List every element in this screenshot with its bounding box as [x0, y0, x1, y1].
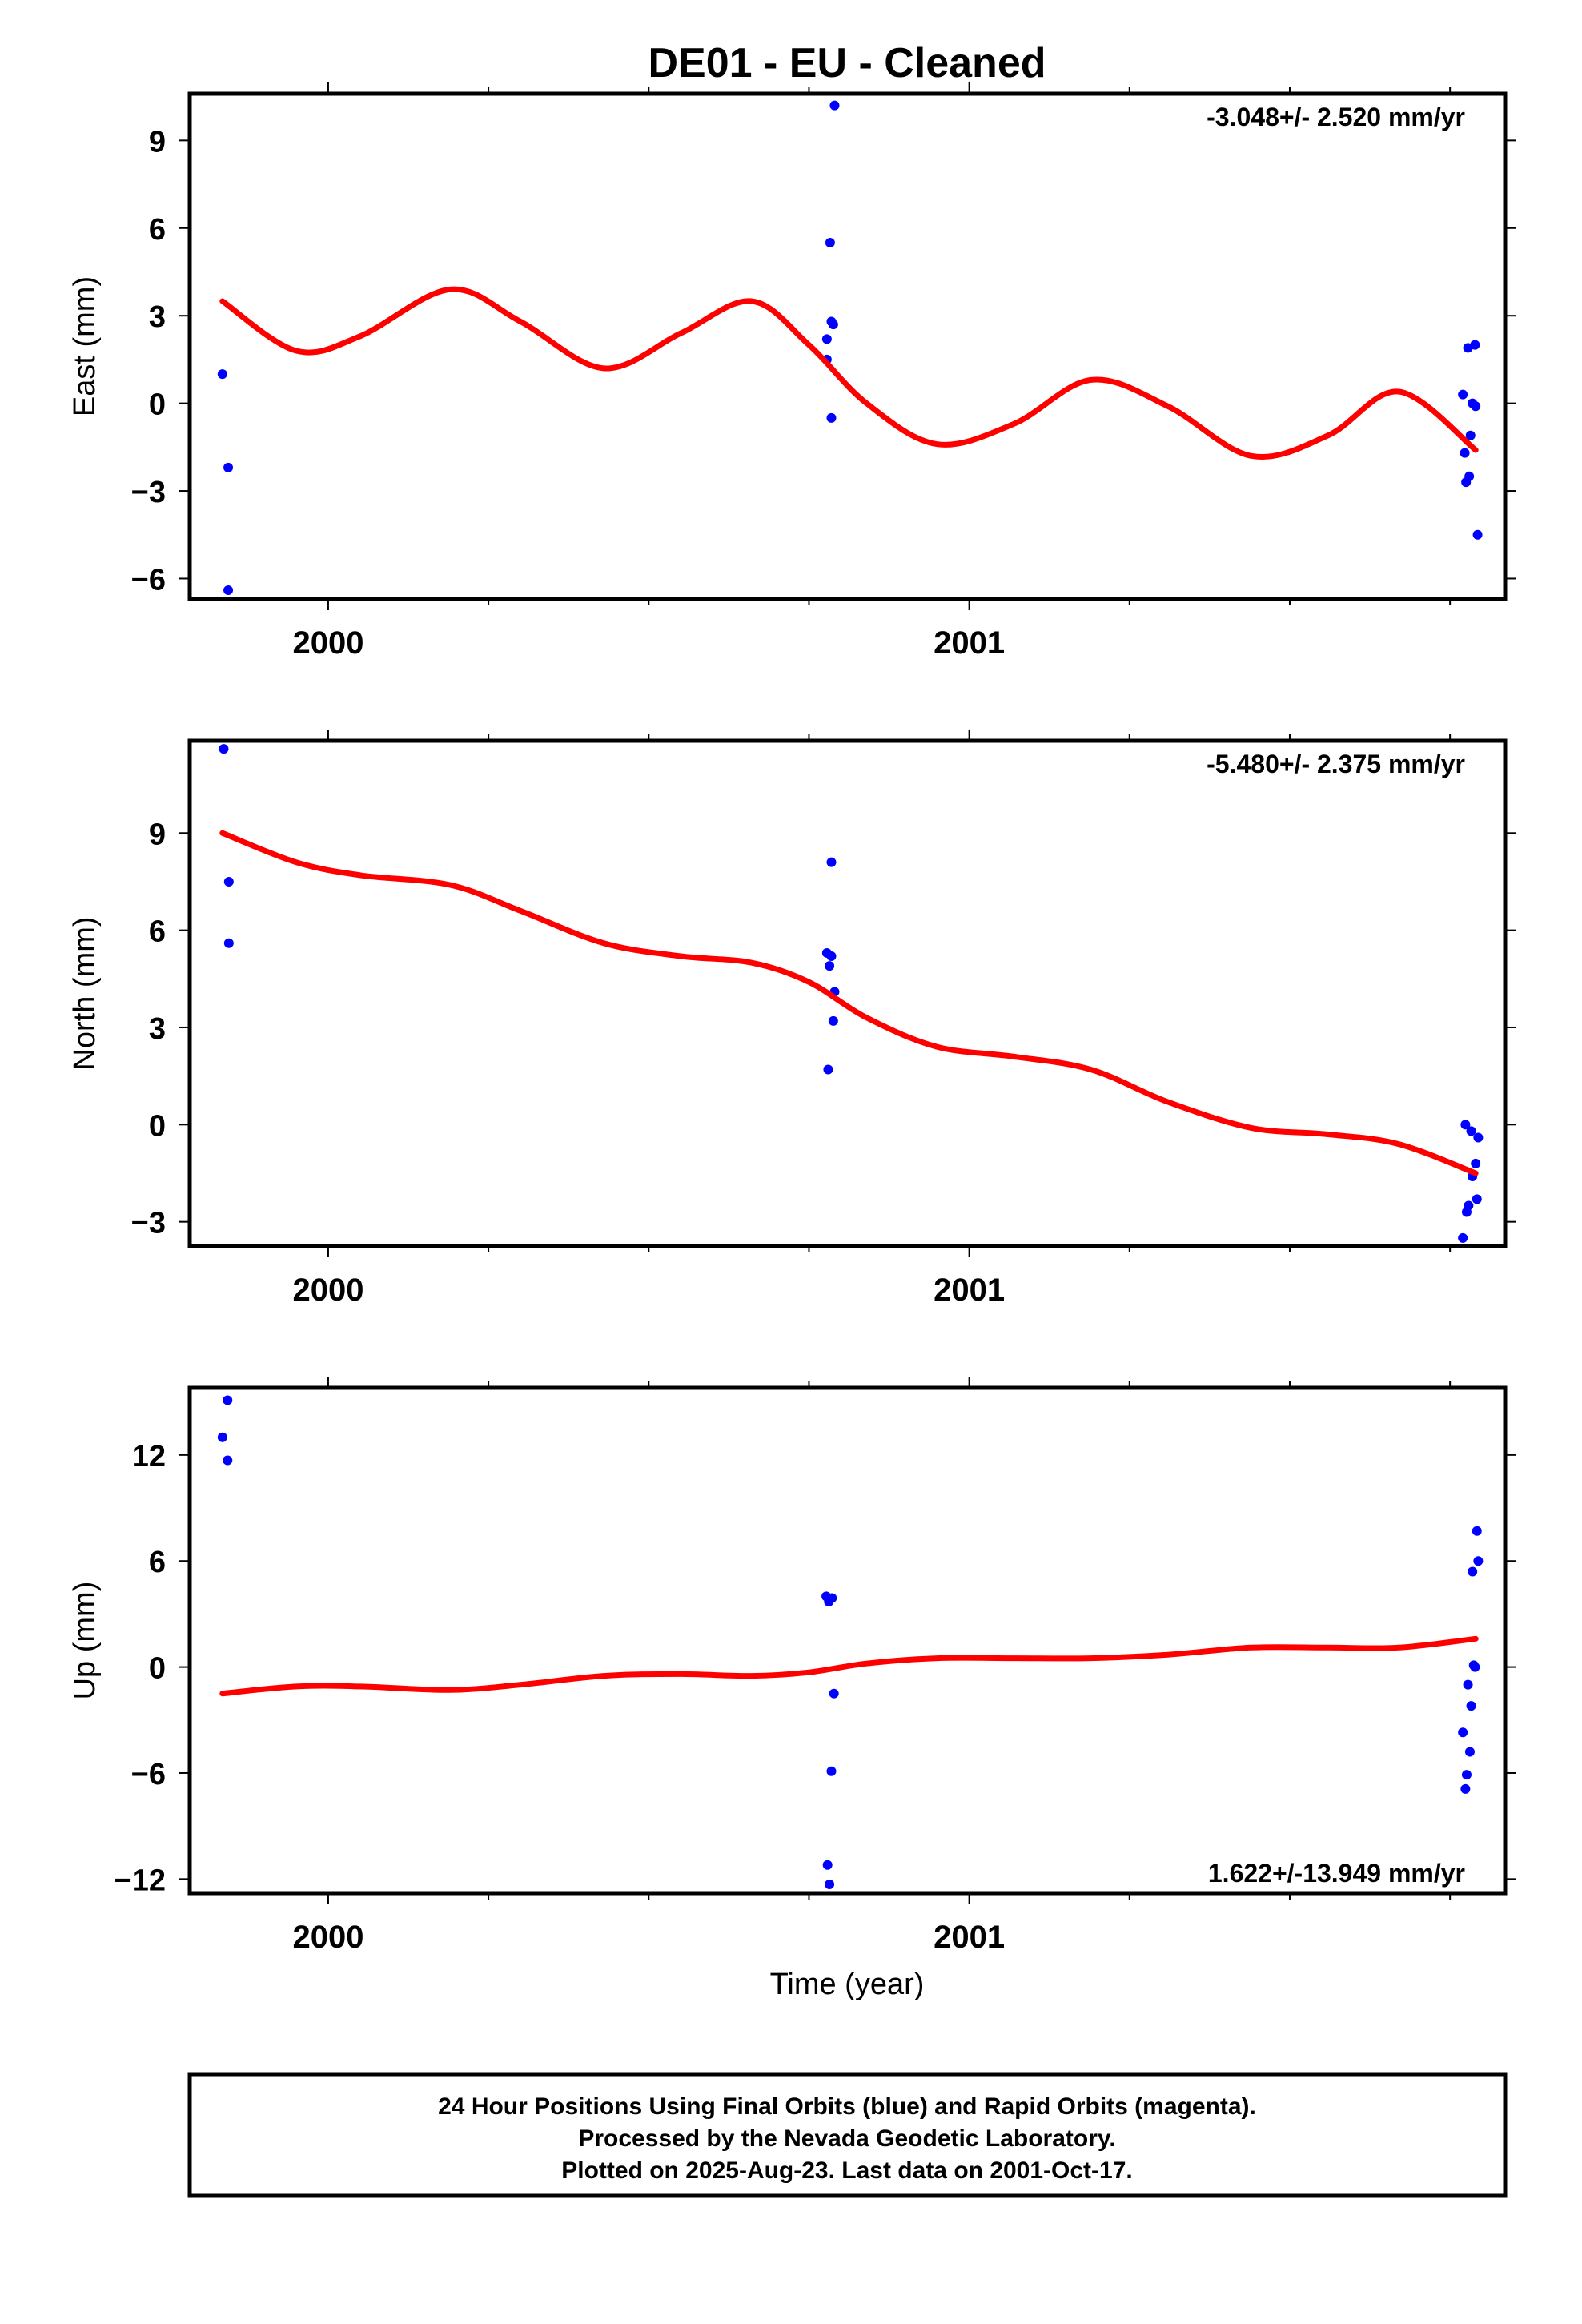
north-ytick-label: 3 [149, 1012, 166, 1046]
north-data-point [219, 744, 229, 754]
north-data-point [1472, 1194, 1482, 1204]
footer-line-1: 24 Hour Positions Using Final Orbits (bl… [438, 2093, 1256, 2120]
north-data-point [1473, 1132, 1484, 1143]
up-ytick-label: 6 [149, 1546, 166, 1579]
up-data-point [1461, 1770, 1472, 1780]
east-data-point [1460, 448, 1470, 458]
north-data-point [1458, 1232, 1468, 1243]
up-data-point [825, 1879, 835, 1889]
east-data-point [1464, 471, 1475, 481]
north-data-points [219, 744, 1484, 1243]
footer-line-3: Plotted on 2025-Aug-23. Last data on 200… [561, 2157, 1133, 2184]
east-data-point [1471, 401, 1481, 412]
x-axis-label: Time (year) [770, 1968, 925, 2001]
east-xtick-label: 2000 [292, 625, 363, 661]
footer-box: 24 Hour Positions Using Final Orbits (bl… [187, 2072, 1508, 2198]
north-data-point [1460, 1120, 1471, 1130]
north-data-point [1471, 1158, 1481, 1168]
up-data-point [223, 1395, 233, 1405]
east-xtick-label: 2001 [934, 625, 1005, 661]
east-rate-label: -3.048+/- 2.520 mm/yr [1207, 103, 1465, 131]
up-data-point [1468, 1566, 1478, 1577]
east-data-point [217, 369, 227, 380]
east-data-point [829, 100, 840, 111]
north-rate-label: -5.480+/- 2.375 mm/yr [1207, 750, 1465, 778]
up-data-point [1460, 1783, 1471, 1794]
east-data-point [828, 320, 838, 330]
east-data-point [1470, 340, 1480, 350]
east-ytick-label: 9 [149, 125, 166, 159]
east-ytick-label: −6 [131, 563, 166, 597]
up-data-point [1472, 1526, 1482, 1536]
up-data-point [1473, 1556, 1484, 1566]
up-data-point [1463, 1679, 1473, 1690]
up-fit-curve [219, 1635, 1479, 1697]
up-data-point [1470, 1662, 1480, 1672]
up-y-axis-label: Up (mm) [68, 1582, 102, 1700]
up-xtick-label: 2001 [934, 1920, 1005, 1955]
north-ytick-label: −3 [131, 1207, 166, 1240]
east-data-point [826, 412, 837, 423]
up-data-point [217, 1432, 227, 1442]
up-data-point [1466, 1701, 1476, 1711]
up-ytick-label: 12 [132, 1440, 166, 1474]
north-fit-curve [219, 830, 1479, 1176]
east-ytick-label: 6 [149, 213, 166, 247]
east-data-point [1465, 430, 1476, 440]
north-data-point [823, 1064, 833, 1075]
north-data-point [826, 857, 837, 867]
footer-line-2: Processed by the Nevada Geodetic Laborat… [578, 2125, 1115, 2152]
figure-title: DE01 - EU - Cleaned [648, 40, 1046, 86]
up-xtick-label: 2000 [292, 1920, 363, 1955]
east-ytick-label: −3 [131, 476, 166, 509]
north-plot-frame [187, 738, 1508, 1248]
up-data-point [822, 1860, 833, 1870]
up-ytick-label: −12 [114, 1864, 166, 1897]
up-data-point [1458, 1727, 1468, 1738]
east-data-point [223, 462, 234, 472]
up-rate-label: 1.622+/-13.949 mm/yr [1208, 1859, 1465, 1888]
up-data-points [217, 1395, 1484, 1889]
east-ytick-label: 3 [149, 300, 166, 334]
north-xtick-label: 2001 [934, 1273, 1005, 1308]
north-data-point [828, 1015, 838, 1026]
east-data-point [821, 334, 832, 344]
east-data-point [1458, 389, 1468, 400]
up-panel: −12 −6 0 6 12 2000 2001 1.622+/-13.949 mm/yr Up … [68, 1377, 1516, 1955]
north-data-point [223, 876, 234, 887]
north-data-point [825, 961, 835, 971]
up-ytick-label: −6 [131, 1758, 166, 1791]
east-panel: −6 −3 0 3 6 9 2000 2001 -3.048+/- 2.520 mm/yr Eas… [68, 82, 1516, 661]
north-ytick-label: 6 [149, 915, 166, 949]
up-plot-frame [187, 1385, 1508, 1896]
up-ytick-label: 0 [149, 1652, 166, 1686]
north-ytick-label: 0 [149, 1109, 166, 1143]
east-data-point [825, 238, 835, 248]
east-fit-curve [219, 286, 1479, 460]
up-data-point [829, 1688, 839, 1699]
east-data-point [1472, 529, 1483, 540]
east-data-point [223, 585, 234, 596]
up-data-point [826, 1766, 837, 1776]
east-plot-frame [187, 91, 1508, 601]
north-data-point [223, 938, 234, 948]
footer-frame [187, 2072, 1508, 2198]
north-data-point [826, 951, 837, 961]
north-xtick-label: 2000 [292, 1273, 363, 1308]
north-y-axis-label: North (mm) [68, 916, 102, 1070]
north-ytick-label: 9 [149, 818, 166, 851]
up-data-point [223, 1455, 233, 1466]
north-panel: −3 0 3 6 9 2000 2001 -5.480+/- 2.375 mm/yr North… [68, 730, 1516, 1308]
north-data-point [1464, 1200, 1474, 1211]
up-data-point [827, 1593, 837, 1603]
east-y-axis-label: East (mm) [68, 276, 102, 416]
north-data-point [1466, 1126, 1476, 1136]
up-data-point [1464, 1747, 1475, 1757]
east-ytick-label: 0 [149, 388, 166, 422]
